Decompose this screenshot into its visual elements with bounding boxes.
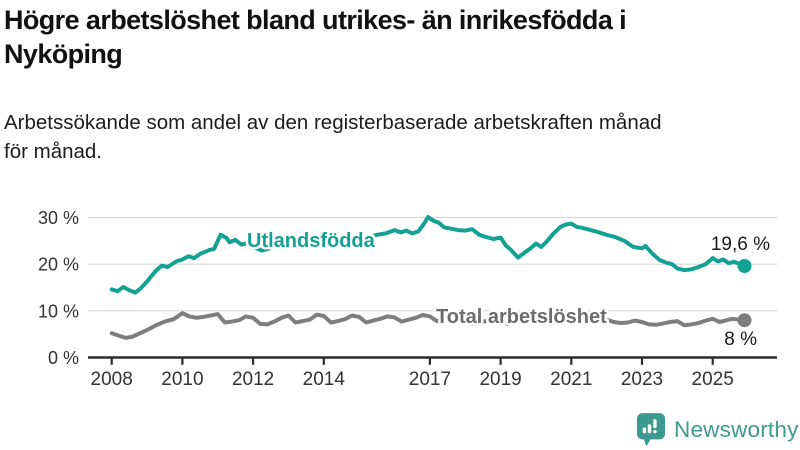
x-axis-tick-label: 2019 [479, 369, 521, 390]
x-axis-tick-label: 2023 [621, 369, 663, 390]
end-dot-total [737, 313, 752, 328]
page-title-line1: Högre arbetslöshet bland utrikes- än inr… [4, 5, 627, 35]
x-axis-tick-label: 2021 [550, 369, 592, 390]
grid-and-axes-layer: 0 % 10 % 20 % 30 % 2008 2010 2012 2014 2017 2019 2… [38, 208, 777, 390]
x-axis-tick-label: 2010 [161, 369, 203, 390]
series-label-utlandsfodda: Utlandsfödda [247, 230, 376, 252]
y-axis-tick-label: 10 % [38, 301, 79, 321]
page-title-line2: Nyköping [4, 39, 123, 69]
series-label-total-arbetsloshet: Total arbetslöshet [436, 306, 607, 328]
bar-tall [647, 424, 652, 434]
x-axis-tick-label: 2012 [232, 369, 274, 390]
exclamation-bar [653, 419, 657, 429]
data-series-layer [109, 215, 752, 340]
unemployment-line-chart: 0 % 10 % 20 % 30 % 2008 2010 2012 2014 2017 2019 2… [38, 208, 777, 390]
x-axis-tick-label: 2025 [692, 369, 734, 390]
line-utlandsfodda [109, 215, 747, 295]
x-axis-tick-label: 2014 [303, 369, 346, 390]
x-axis-tick-label: 2017 [409, 369, 451, 390]
newsworthy-logo: Newsworthy [636, 412, 799, 447]
page-title: Högre arbetslöshet bland utrikes- än inr… [4, 3, 796, 71]
y-axis-tick-label: 30 % [38, 208, 79, 228]
chart-subtitle-line2: för månad. [4, 140, 102, 163]
end-value-label-utlandsfodda: 19,6 % [711, 234, 770, 255]
y-axis-tick-label: 20 % [38, 255, 79, 275]
line-total [109, 310, 747, 340]
end-dot-utlandsfodda [737, 259, 752, 273]
chart-subtitle: Arbetssökande som andel av den registerb… [4, 108, 792, 166]
y-axis-tick-label: 0 % [48, 348, 79, 368]
bar-small [642, 427, 647, 434]
newsworthy-logo-text: Newsworthy [674, 416, 799, 442]
x-axis-tick-label: 2008 [91, 369, 133, 390]
exclamation-dot [653, 429, 657, 434]
chart-subtitle-line1: Arbetssökande som andel av den registerb… [4, 111, 662, 134]
newsworthy-speech-bubble-bar-chart-icon [636, 413, 666, 447]
end-value-label-total: 8 % [724, 329, 757, 350]
